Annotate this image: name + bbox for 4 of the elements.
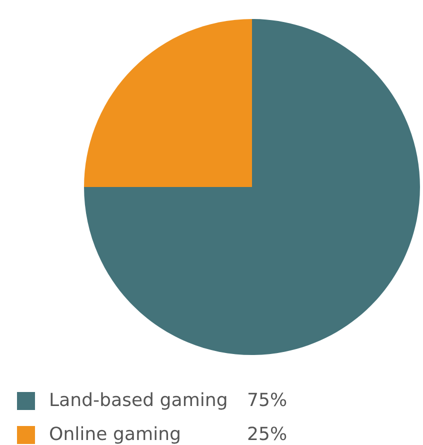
data-label: 25%	[248, 426, 286, 440]
legend-label: Land-based gaming	[50, 392, 226, 410]
legend-label: Online gaming	[50, 426, 180, 444]
data-label: 75%	[248, 392, 286, 406]
